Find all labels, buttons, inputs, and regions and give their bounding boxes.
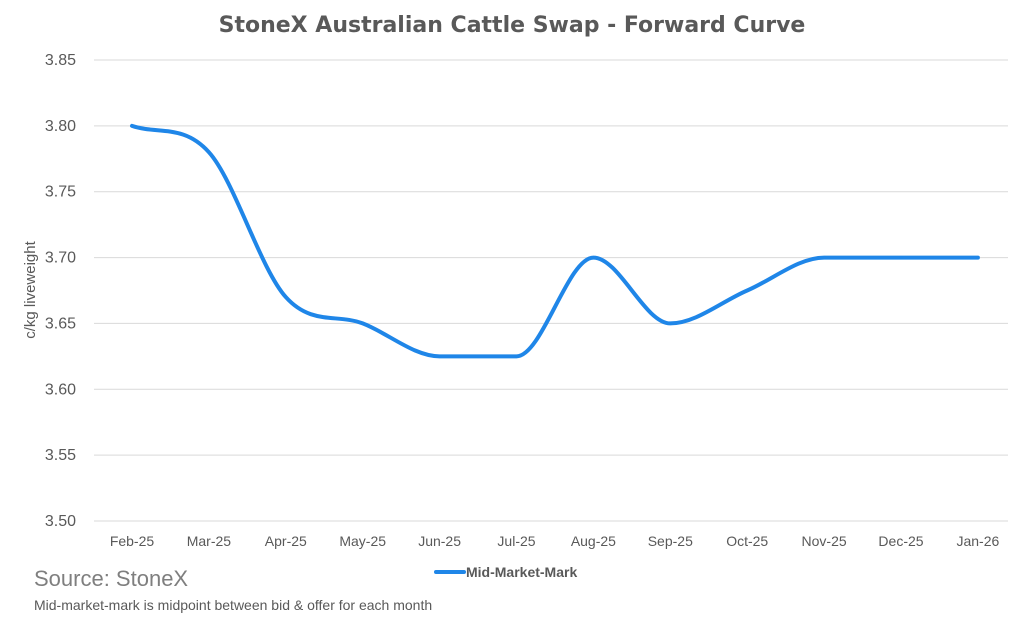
x-tick-label: Jan-26 <box>956 533 999 549</box>
x-tick-label: Aug-25 <box>571 533 616 549</box>
data-point <box>438 354 442 358</box>
x-tick-label: Oct-25 <box>726 533 768 549</box>
data-point <box>668 321 672 325</box>
x-tick-label: Mar-25 <box>187 533 232 549</box>
data-point <box>745 289 749 293</box>
legend: Mid-Market-Mark <box>434 564 577 580</box>
x-tick-label: Feb-25 <box>110 533 155 549</box>
y-tick-label: 3.70 <box>45 250 76 267</box>
data-point <box>822 256 826 260</box>
footnote-text: Mid-market-mark is midpoint between bid … <box>34 597 433 613</box>
x-tick-label: Dec-25 <box>878 533 923 549</box>
data-point <box>591 256 595 260</box>
y-tick-label: 3.65 <box>45 315 76 332</box>
data-point <box>284 295 288 299</box>
y-tick-label: 3.55 <box>45 447 76 464</box>
x-tick-label: Nov-25 <box>802 533 847 549</box>
x-axis-ticks: Feb-25 Mar-25 Apr-25 May-25 Jun-25 Jul-25 Aug-… <box>110 533 1000 549</box>
chart-title: StoneX Australian Cattle Swap - Forward … <box>219 13 806 38</box>
data-point <box>899 256 903 260</box>
data-point <box>207 150 211 154</box>
source-text: Source: StoneX <box>34 566 189 591</box>
series-line-mid-market-mark <box>130 123 980 359</box>
data-point <box>361 321 365 325</box>
y-tick-label: 3.85 <box>45 52 76 69</box>
data-point <box>130 124 134 128</box>
x-tick-label: Apr-25 <box>265 533 307 549</box>
legend-entry-mid-market-mark: Mid-Market-Mark <box>466 564 577 580</box>
x-tick-label: May-25 <box>339 533 386 549</box>
x-tick-label: Jul-25 <box>497 533 535 549</box>
series-layer <box>130 123 980 359</box>
x-tick-label: Sep-25 <box>648 533 693 549</box>
gridlines <box>94 59 1008 522</box>
data-point <box>976 256 980 260</box>
x-tick-label: Jun-25 <box>418 533 461 549</box>
y-tick-label: 3.80 <box>45 118 76 135</box>
y-axis-ticks: 3.50 3.55 3.60 3.65 3.70 3.75 3.80 3.85 <box>45 52 76 530</box>
y-axis-label: c/kg liveweight <box>22 240 39 338</box>
data-point <box>515 354 519 358</box>
y-tick-label: 3.50 <box>45 513 76 530</box>
y-tick-label: 3.75 <box>45 184 76 201</box>
y-tick-label: 3.60 <box>45 381 76 398</box>
